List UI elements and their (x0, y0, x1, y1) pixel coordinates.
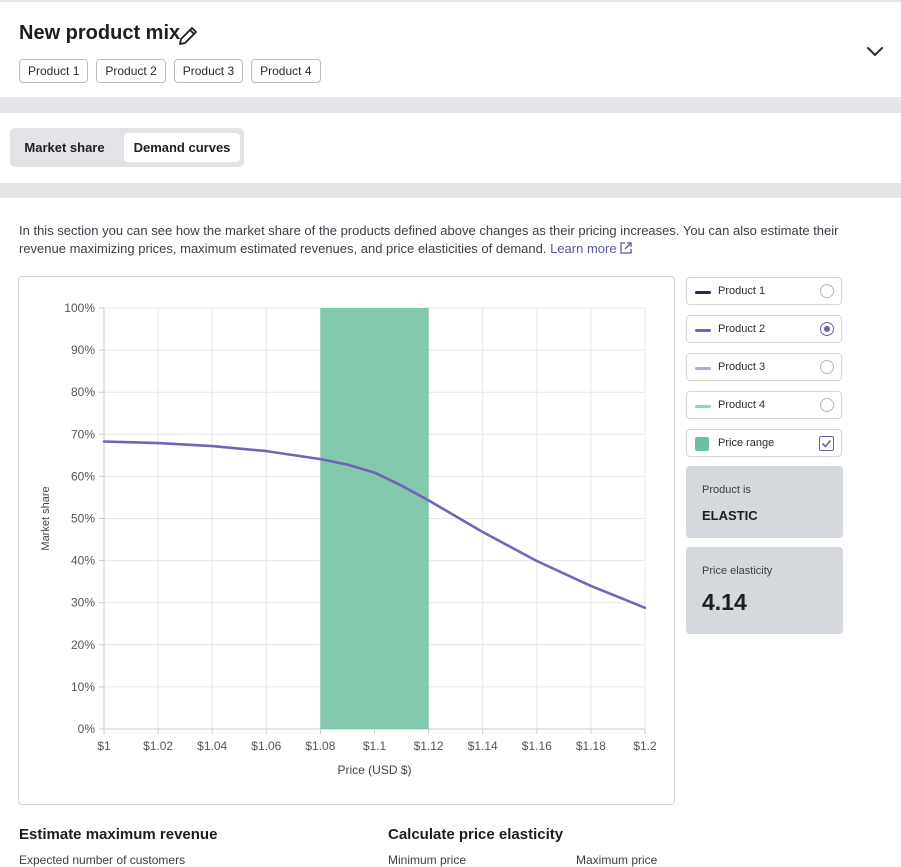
max-price-label: Maximum price (576, 853, 658, 867)
legend-radio[interactable] (820, 398, 834, 412)
x-tick-label: $1.18 (576, 739, 606, 753)
legend-label: Price range (718, 437, 775, 449)
legend-item-product-3[interactable]: Product 3 (686, 353, 842, 381)
legend-label: Product 3 (718, 361, 766, 373)
mix-header: New product mix Product 1 Product 2 Prod… (0, 2, 901, 97)
x-tick-label: $1.02 (143, 739, 173, 753)
elasticity-status-card: Product is ELASTIC (686, 466, 843, 538)
legend-label: Product 1 (718, 285, 766, 297)
chevron-down-icon[interactable] (864, 40, 886, 62)
product-tag: Product 4 (251, 59, 321, 83)
legend-radio[interactable] (820, 360, 834, 374)
elasticity-value-card: Price elasticity 4.14 (686, 547, 843, 634)
price-range-checkbox[interactable] (819, 436, 834, 451)
status-label: Product is (702, 484, 751, 496)
y-tick-label: 10% (71, 680, 95, 694)
demand-chart: 0% 10% 20% 30% 40% 50% 60% 70% 80% 90% 100% $1 $1.02… (18, 276, 675, 805)
section-description: In this section you can see how the mark… (19, 222, 859, 258)
y-tick-label: 100% (64, 301, 95, 315)
checkmark-icon (821, 439, 832, 448)
legend-item-product-4[interactable]: Product 4 (686, 391, 842, 419)
legend-swatch (695, 437, 709, 451)
external-link-icon (619, 242, 632, 254)
y-tick-label: 70% (71, 427, 95, 441)
legend-swatch (695, 367, 711, 370)
elasticity-value: 4.14 (702, 589, 747, 615)
legend-swatch (695, 329, 711, 332)
x-tick-label: $1 (97, 739, 111, 753)
section-divider (0, 183, 901, 198)
x-tick-label: $1.14 (468, 739, 498, 753)
description-text: In this section you can see how the mark… (19, 223, 839, 256)
x-tick-label: $1.08 (305, 739, 335, 753)
revenue-section-title: Estimate maximum revenue (19, 826, 218, 843)
y-tick-label: 30% (71, 596, 95, 610)
product-tag: Product 1 (19, 59, 89, 83)
legend-swatch (695, 291, 711, 294)
edit-pencil-icon[interactable] (176, 24, 200, 48)
x-tick-label: $1.2 (633, 739, 657, 753)
min-price-label: Minimum price (388, 853, 467, 867)
legend-radio[interactable] (820, 322, 834, 336)
product-tag: Product 2 (96, 59, 166, 83)
series-line-product-2 (102, 440, 647, 610)
y-tick-label: 80% (71, 385, 95, 399)
x-tick-label: $1.1 (363, 739, 387, 753)
legend-swatch (695, 405, 711, 408)
legend-item-product-1[interactable]: Product 1 (686, 277, 842, 305)
y-tick-label: 90% (71, 343, 95, 357)
legend-label: Product 4 (718, 399, 766, 411)
page-title: New product mix (19, 22, 181, 44)
elasticity-section-title: Calculate price elasticity (388, 826, 564, 843)
section-divider (0, 97, 901, 113)
elasticity-label: Price elasticity (702, 565, 773, 577)
legend-item-price-range[interactable]: Price range (686, 429, 842, 457)
tab-market-share[interactable]: Market share (24, 140, 105, 155)
tab-demand-curves[interactable]: Demand curves (124, 133, 240, 162)
customers-field-label: Expected number of customers (19, 853, 186, 867)
x-tick-label: $1.12 (414, 739, 444, 753)
y-tick-label: 0% (78, 722, 96, 736)
price-range-band (320, 308, 429, 729)
learn-more-link[interactable]: Learn more (550, 241, 632, 256)
legend-item-product-2[interactable]: Product 2 (686, 315, 842, 343)
y-tick-label: 60% (71, 469, 95, 483)
product-tags: Product 1 Product 2 Product 3 Product 4 (19, 59, 321, 83)
legend-radio[interactable] (820, 284, 834, 298)
demand-chart-svg: 0% 10% 20% 30% 40% 50% 60% 70% 80% 90% 100% $1 $1.02… (40, 301, 657, 777)
product-tag: Product 3 (173, 59, 244, 83)
y-tick-label: 40% (71, 554, 95, 568)
x-tick-label: $1.06 (251, 739, 281, 753)
x-tick-label: $1.16 (522, 739, 552, 753)
y-tick-label: 20% (71, 638, 95, 652)
y-axis-label: Market share (40, 486, 52, 550)
y-tick-label: 50% (71, 512, 95, 526)
chart-legend: Product 1 Product 2 Product 3 Product 4 … (686, 277, 842, 467)
status-value: ELASTIC (702, 508, 758, 523)
x-tick-label: $1.04 (197, 739, 227, 753)
x-axis-label: Price (USD $) (337, 763, 411, 777)
legend-label: Product 2 (718, 323, 766, 335)
top-border (0, 0, 901, 2)
view-tabs: Market share Demand curves (10, 128, 244, 167)
